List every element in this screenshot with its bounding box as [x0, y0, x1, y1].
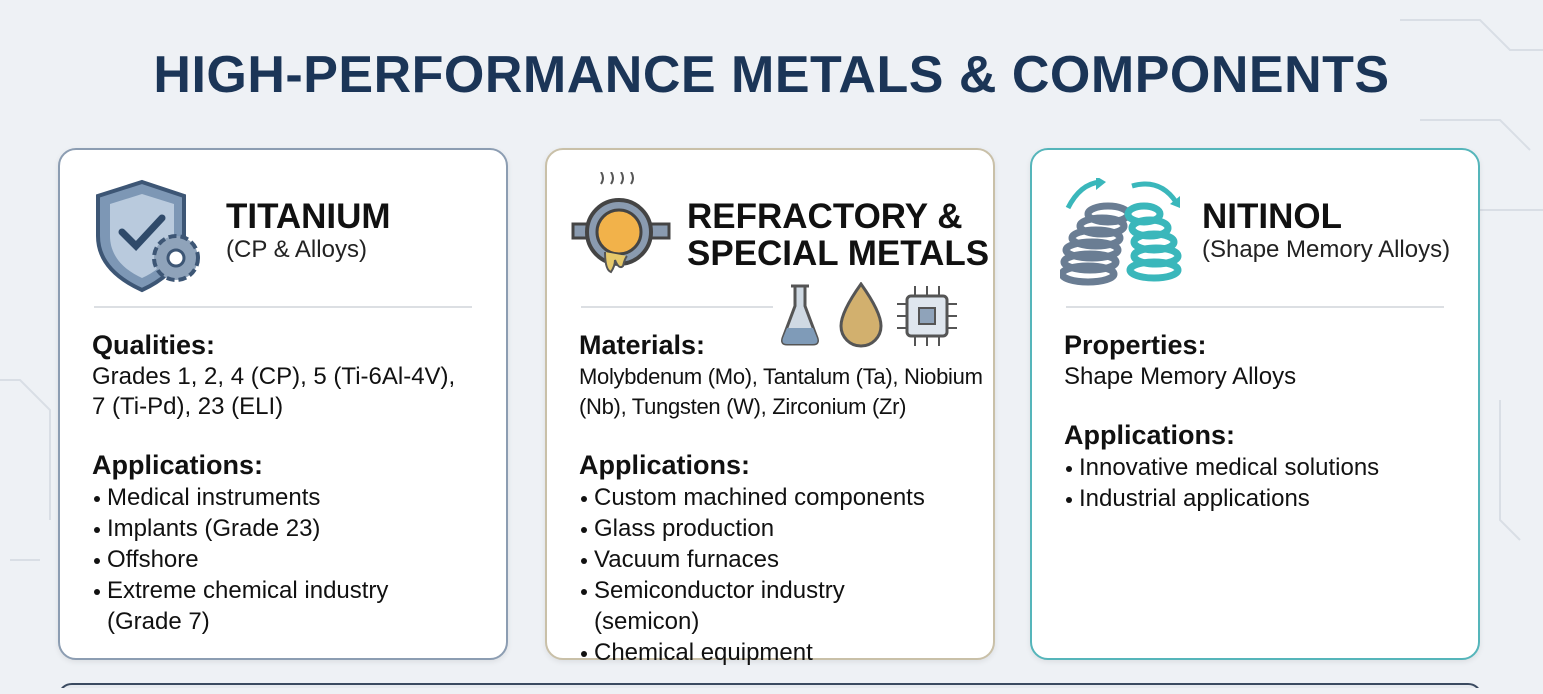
spring-icon [1060, 178, 1182, 286]
section-label: Materials: [579, 330, 706, 360]
card-heading: SPECIAL METALS [687, 234, 990, 273]
section: Materials: Molybdenum (Mo), Tantalum (Ta)… [579, 328, 985, 422]
card-header: TITANIUM (CP & Alloys) [226, 198, 391, 265]
bullet [94, 527, 100, 533]
card-heading: NITINOL [1202, 197, 1342, 236]
divider [581, 306, 773, 308]
bullet-item: Custom machined components [579, 482, 985, 513]
section-text: Shape Memory Alloys [1064, 363, 1297, 390]
divider [94, 306, 472, 308]
material-icons [781, 282, 957, 348]
bullet-item: Offshore [92, 544, 498, 575]
bullet [94, 558, 100, 564]
bullet-item: Vacuum furnaces [579, 544, 985, 575]
bullet-text: Implants (Grade 23) [107, 515, 321, 542]
bullet [1066, 497, 1072, 503]
next-panel [61, 683, 1479, 688]
bullet [581, 651, 587, 657]
bullet-item: Chemical equipment [579, 637, 985, 668]
section: Applications: Innovative medical solution… [1064, 418, 1470, 514]
shield-icon [96, 179, 200, 293]
divider [1066, 306, 1444, 308]
bullet-item: Semiconductor industry (semicon) [579, 575, 985, 637]
card-subheading: (CP & Alloys) [226, 236, 367, 263]
section: Applications: Medical instruments Implants… [92, 448, 498, 637]
section-text: (Nb), Tungsten (W), Zirconium (Zr) [579, 394, 907, 419]
section-text: Molybdenum (Mo), Tantalum (Ta), Niobium [579, 364, 983, 389]
card: TITANIUM (CP & Alloys) Qualities: Grades 1… [58, 148, 508, 660]
bullet-item: Medical instruments [92, 482, 498, 513]
card-heading: REFRACTORY & [687, 197, 963, 236]
card-header: NITINOL (Shape Memory Alloys) [1202, 198, 1450, 265]
bullet [1066, 466, 1072, 472]
bullet-text: Semiconductor industry (semicon) [594, 577, 845, 635]
bullet-text: Industrial applications [1079, 485, 1310, 512]
section-text: Grades 1, 2, 4 (CP), 5 (Ti-6Al-4V), [92, 363, 456, 390]
section-label: Applications: [579, 450, 751, 480]
card-body: Properties: Shape Memory Alloys Applicatio… [1064, 328, 1470, 540]
section: Properties: Shape Memory Alloys [1064, 328, 1470, 392]
title: HIGH-PERFORMANCE METALS & COMPONENTS [153, 46, 1390, 104]
bullet-item: Innovative medical solutions [1064, 452, 1470, 483]
bullet [581, 558, 587, 564]
section-label: Properties: [1064, 330, 1207, 360]
section-label: Applications: [1064, 420, 1236, 450]
bullet-text: Offshore [107, 546, 199, 573]
bullet-text: Innovative medical solutions [1079, 454, 1380, 481]
card: REFRACTORY & SPECIAL METALS Materials: Mol… [545, 148, 995, 666]
card-body: Qualities: Grades 1, 2, 4 (CP), 5 (Ti-6Al… [92, 328, 498, 663]
section-label: Applications: [92, 450, 264, 480]
bullet [94, 589, 100, 595]
bullet-text: Chemical equipment [594, 639, 813, 666]
card-subheading: (Shape Memory Alloys) [1202, 236, 1451, 263]
card: NITINOL (Shape Memory Alloys) Properties:… [1030, 148, 1480, 660]
section: Qualities: Grades 1, 2, 4 (CP), 5 (Ti-6Al… [92, 328, 498, 422]
bullet-item: Glass production [579, 513, 985, 544]
bullet-text: Vacuum furnaces [594, 546, 779, 573]
bullet-text: Extreme chemical industry (Grade 7) [107, 577, 389, 635]
bullet-item: Industrial applications [1064, 483, 1470, 514]
bullet [581, 589, 587, 595]
bullet [94, 496, 100, 502]
bullet [581, 527, 587, 533]
section: Applications: Custom machined components G… [579, 448, 985, 668]
crucible-icon [571, 172, 671, 274]
bullet [581, 496, 587, 502]
bullet-item: Implants (Grade 23) [92, 513, 498, 544]
bullet-text: Glass production [594, 515, 775, 542]
card-body: Materials: Molybdenum (Mo), Tantalum (Ta)… [579, 328, 985, 694]
card-header: REFRACTORY & SPECIAL METALS [687, 198, 989, 272]
bullet-text: Medical instruments [107, 484, 321, 511]
bullet-text: Custom machined components [594, 484, 925, 511]
card-heading: TITANIUM [226, 197, 391, 236]
section-text: 7 (Ti-Pd), 23 (ELI) [92, 393, 284, 420]
bullet-item: Extreme chemical industry (Grade 7) [92, 575, 498, 637]
section-label: Qualities: [92, 330, 216, 360]
